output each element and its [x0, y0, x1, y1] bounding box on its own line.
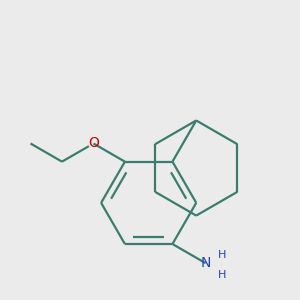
- Text: N: N: [200, 256, 211, 270]
- Text: H: H: [218, 250, 226, 260]
- Text: O: O: [88, 136, 99, 151]
- Text: H: H: [218, 270, 226, 280]
